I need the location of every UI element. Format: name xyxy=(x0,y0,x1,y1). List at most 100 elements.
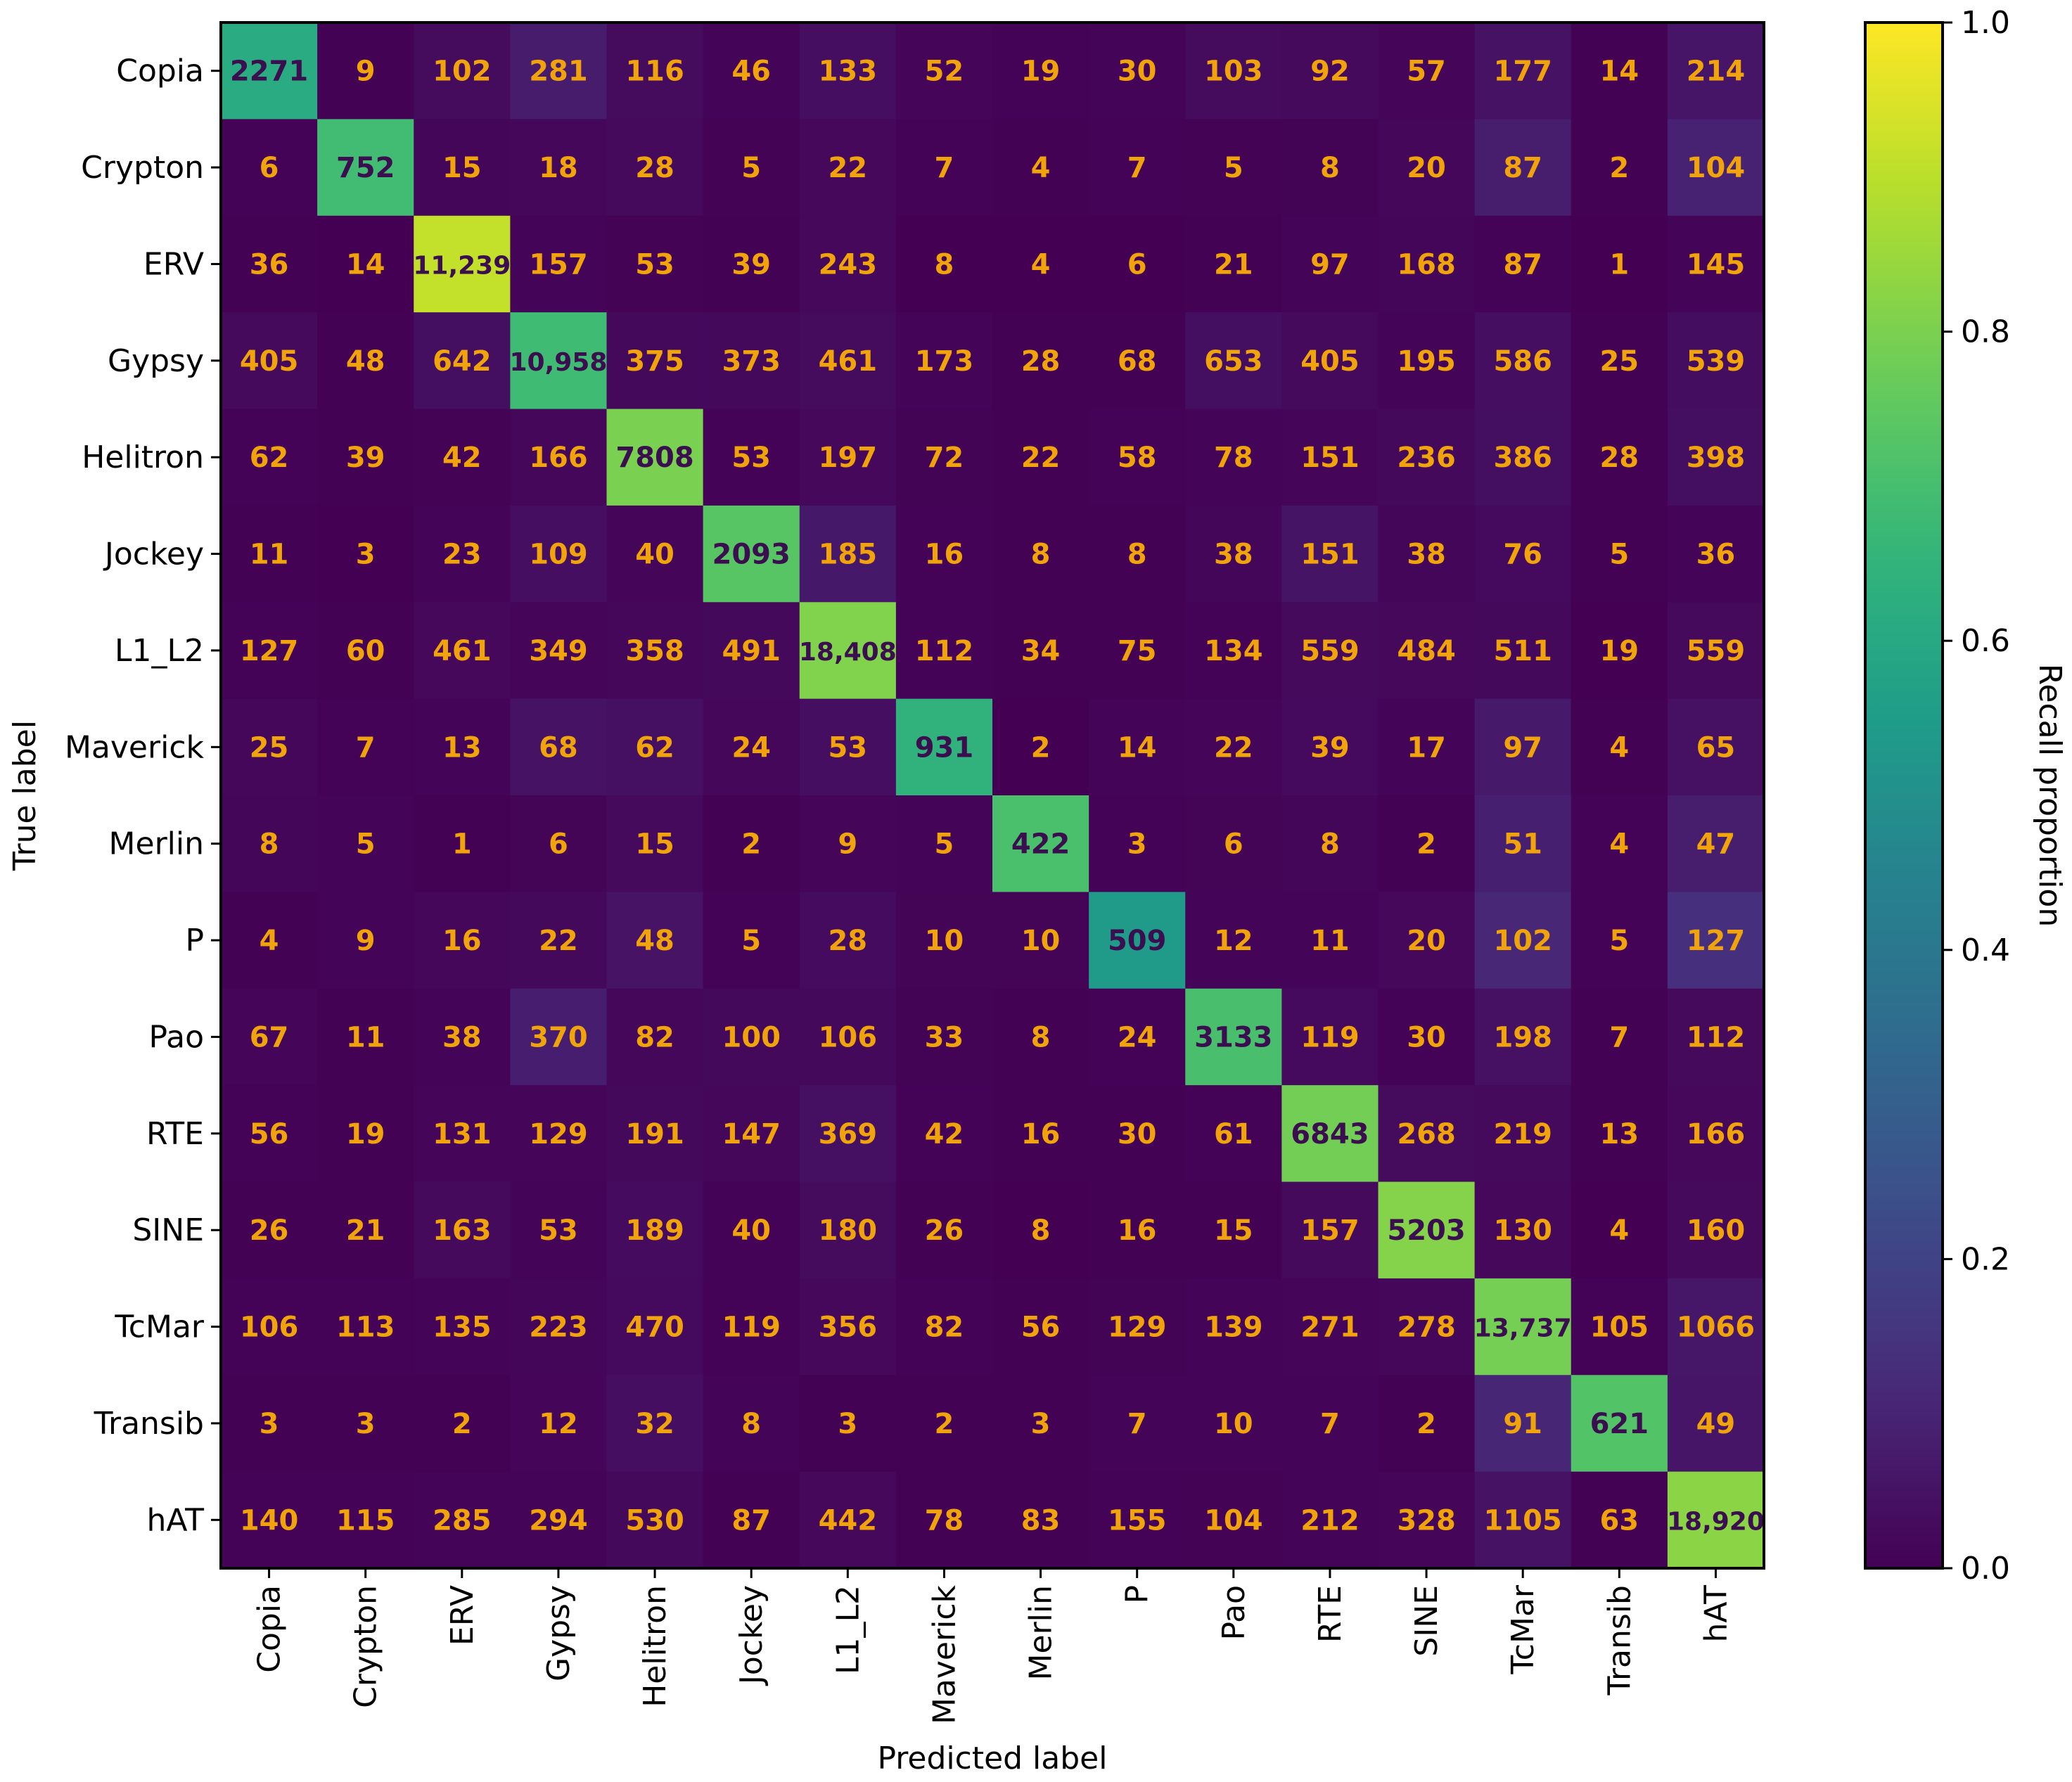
cell-value: 4 xyxy=(1609,1214,1629,1247)
cell-value: 22 xyxy=(1021,442,1061,474)
matrix-cell xyxy=(895,1471,993,1569)
cell-value: 75 xyxy=(1118,635,1157,667)
matrix-cell xyxy=(703,988,800,1086)
matrix-cell xyxy=(799,698,897,796)
matrix-cell xyxy=(1378,698,1476,796)
cell-value: 42 xyxy=(442,442,482,474)
matrix-cell xyxy=(799,795,897,892)
cell-value: 16 xyxy=(1021,1118,1061,1150)
cell-value: 8 xyxy=(1031,1021,1051,1053)
cell-value: 5 xyxy=(1609,539,1629,571)
matrix-cell xyxy=(1378,1181,1476,1279)
matrix-cell xyxy=(1378,988,1476,1086)
y-tick-label: Crypton xyxy=(81,150,204,186)
cell-value: 157 xyxy=(1300,1214,1360,1247)
matrix-cell xyxy=(1474,1085,1572,1182)
cell-value: 53 xyxy=(731,442,771,474)
matrix-cell xyxy=(1571,1085,1668,1182)
matrix-cell xyxy=(317,312,414,409)
matrix-cell xyxy=(414,23,511,120)
cell-value: 56 xyxy=(1021,1312,1061,1344)
cell-value: 4 xyxy=(1609,828,1629,861)
cell-value: 28 xyxy=(828,925,867,957)
x-axis-label: Predicted label xyxy=(878,1741,1108,1776)
x-tick-label: Copia xyxy=(252,1585,288,1673)
matrix-cell xyxy=(1571,988,1668,1086)
matrix-cell xyxy=(1474,312,1572,409)
y-tick-label: TcMar xyxy=(114,1309,205,1345)
matrix-cell xyxy=(799,1085,897,1182)
matrix-cell xyxy=(1185,1278,1282,1376)
matrix-cell xyxy=(799,119,897,217)
cell-value: 198 xyxy=(1493,1021,1552,1053)
cell-value: 931 xyxy=(915,731,974,764)
matrix-cell xyxy=(1281,892,1379,989)
cell-value: 82 xyxy=(635,1021,674,1053)
cell-value: 6 xyxy=(260,152,279,184)
x-tick-label: SINE xyxy=(1409,1585,1445,1657)
cell-value: 83 xyxy=(1021,1504,1061,1537)
matrix-cell xyxy=(703,505,800,603)
matrix-cell xyxy=(221,698,318,796)
cell-value: 39 xyxy=(346,442,385,474)
matrix-cell xyxy=(1281,1375,1379,1473)
matrix-cell xyxy=(799,312,897,409)
cell-value: 106 xyxy=(240,1312,299,1344)
cell-value: 6 xyxy=(1224,828,1243,861)
cell-value: 160 xyxy=(1687,1214,1746,1247)
cell-value: 7808 xyxy=(615,442,693,474)
matrix-cell xyxy=(895,215,993,313)
matrix-cell xyxy=(1281,1471,1379,1569)
matrix-cell xyxy=(1667,795,1765,892)
matrix-cell xyxy=(1281,1278,1379,1376)
matrix-cell xyxy=(221,409,318,506)
matrix-cell xyxy=(221,602,318,700)
matrix-cell xyxy=(1089,795,1186,892)
cell-value: 369 xyxy=(819,1118,878,1150)
matrix-cell xyxy=(1474,1278,1572,1376)
cell-value: 48 xyxy=(346,345,385,378)
matrix-cell xyxy=(414,988,511,1086)
cell-value: 422 xyxy=(1011,828,1070,861)
cell-value: 8 xyxy=(935,248,954,281)
cell-value: 22 xyxy=(1214,731,1253,764)
matrix-cell xyxy=(1667,698,1765,796)
cell-value: 5 xyxy=(1224,152,1243,184)
y-tick-label: P xyxy=(185,923,204,959)
cell-value: 442 xyxy=(819,1504,878,1537)
cell-value: 34 xyxy=(1021,635,1061,667)
cell-value: 398 xyxy=(1687,442,1746,474)
matrix-cell xyxy=(606,215,704,313)
cell-value: 127 xyxy=(1687,925,1746,957)
matrix-cell xyxy=(1474,119,1572,217)
cell-value: 559 xyxy=(1687,635,1746,667)
cell-value: 103 xyxy=(1204,56,1263,88)
x-tick-label: P xyxy=(1120,1585,1156,1604)
cell-value: 5 xyxy=(935,828,954,861)
cell-value: 461 xyxy=(433,635,492,667)
matrix-cell xyxy=(703,602,800,700)
cell-value: 11 xyxy=(250,539,289,571)
cell-value: 21 xyxy=(346,1214,385,1247)
cell-value: 752 xyxy=(336,152,395,184)
cell-value: 4 xyxy=(1609,731,1629,764)
matrix-cell xyxy=(221,119,318,217)
matrix-cell xyxy=(992,1181,1089,1279)
matrix-cell xyxy=(1378,312,1476,409)
cell-value: 104 xyxy=(1204,1504,1263,1537)
matrix-cell xyxy=(1378,602,1476,700)
y-tick-label: Jockey xyxy=(103,537,204,572)
cell-value: 11 xyxy=(1310,925,1350,957)
matrix-cell xyxy=(317,119,414,217)
matrix-cell xyxy=(221,892,318,989)
matrix-cell xyxy=(799,602,897,700)
matrix-cell xyxy=(1378,795,1476,892)
matrix-cell xyxy=(1667,1181,1765,1279)
cell-value: 8 xyxy=(1031,1214,1051,1247)
cell-value: 2 xyxy=(741,828,761,861)
cell-value: 26 xyxy=(250,1214,289,1247)
cell-value: 13,737 xyxy=(1474,1314,1572,1343)
cell-value: 7 xyxy=(1609,1021,1629,1053)
cell-value: 13 xyxy=(442,731,482,764)
matrix-cell xyxy=(510,1278,607,1376)
